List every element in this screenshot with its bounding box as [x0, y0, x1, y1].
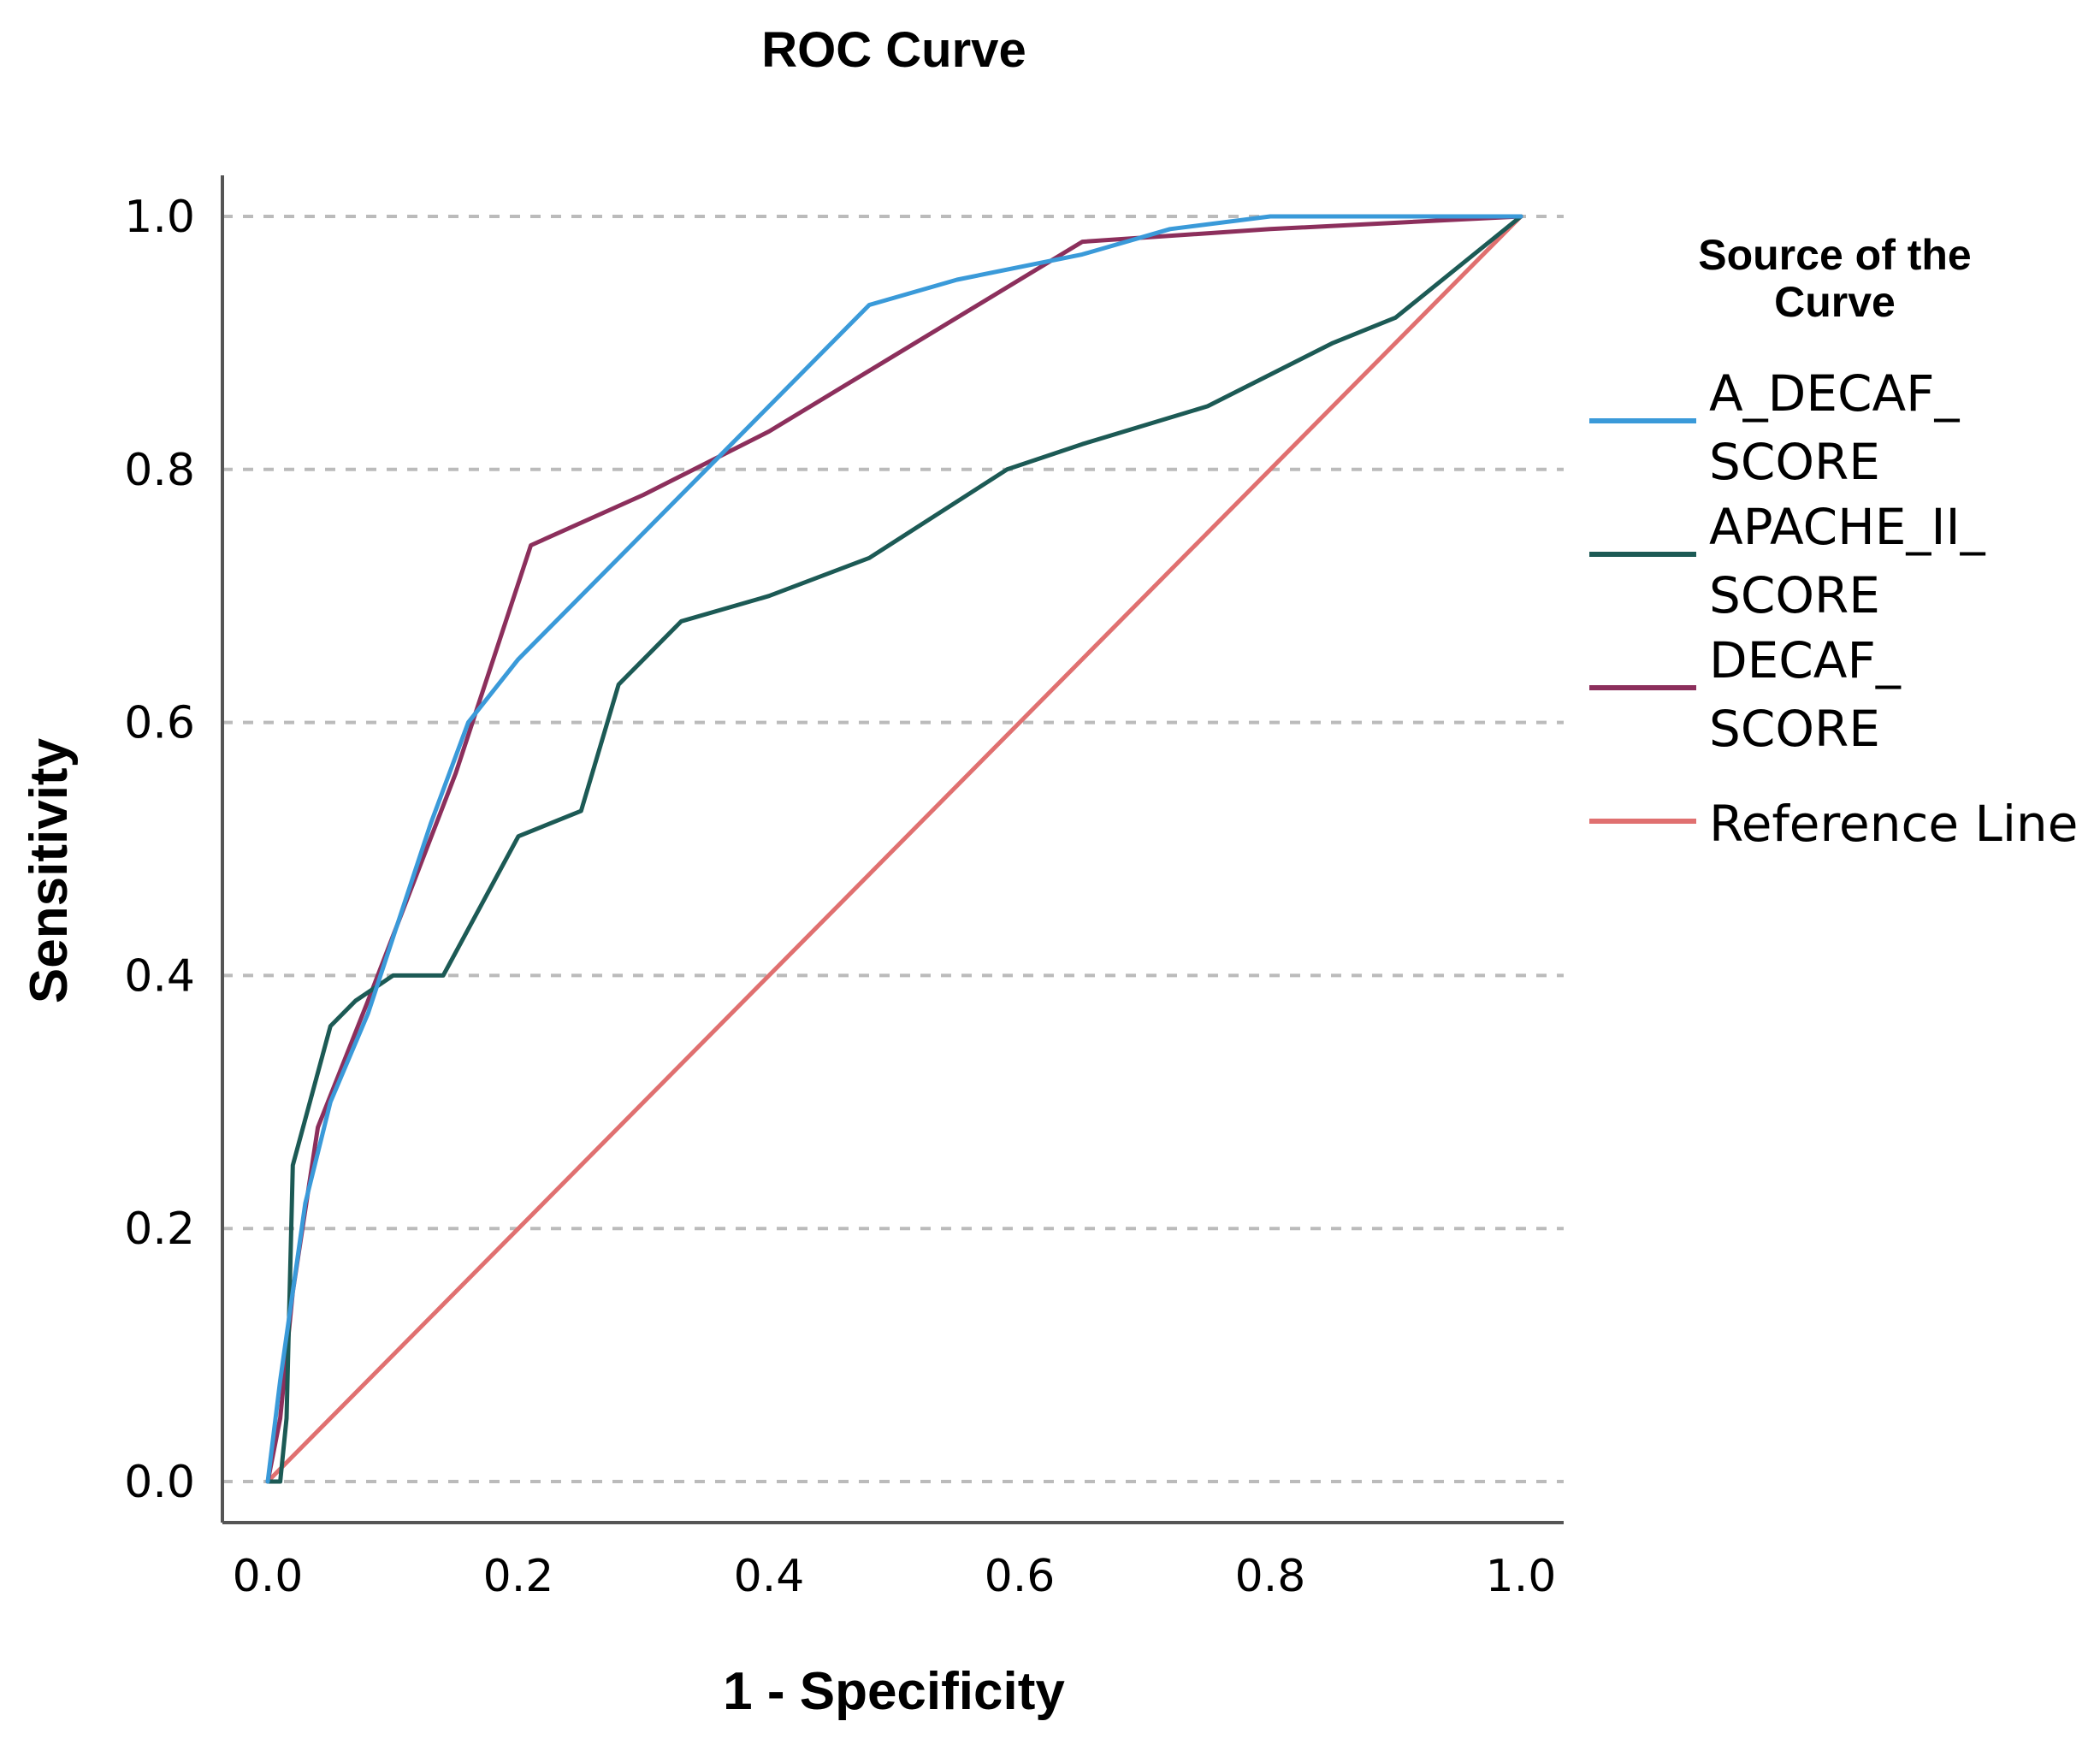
x-tick-label: 0.0 [233, 1551, 304, 1602]
y-tick-label: 0.4 [124, 950, 195, 1002]
y-axis-label: Sensitivity [20, 737, 79, 1003]
series-lines [265, 214, 1523, 1484]
y-tick-label: 1.0 [124, 192, 195, 243]
series-line [265, 214, 1523, 1484]
series-line [265, 214, 1523, 1484]
x-tick-label: 0.6 [985, 1551, 1056, 1602]
legend-label: A_DECAF_ [1709, 364, 1961, 423]
x-tick-label: 1.0 [1486, 1551, 1557, 1602]
x-tick-label: 0.2 [483, 1551, 554, 1602]
legend-label: SCORE [1709, 433, 1880, 491]
y-tick-label: 0.0 [124, 1457, 195, 1508]
x-axis-label: 1 - Specificity [723, 1662, 1065, 1721]
series-line [265, 214, 1523, 1484]
legend-label: SCORE [1709, 700, 1880, 758]
y-tick-label: 0.2 [124, 1204, 195, 1255]
y-tick-label: 0.8 [124, 445, 195, 496]
legend-label: APACHE_II_ [1709, 498, 1986, 556]
legend-label: SCORE [1709, 566, 1880, 624]
legend-title: Source of the [1698, 231, 1971, 279]
legend-label: DECAF_ [1709, 631, 1902, 689]
chart-title: ROC Curve [761, 22, 1026, 78]
tick-labels: 0.0 0.2 0.4 0.6 0.8 1.0 0.0 0.2 0.4 0.6 0.8 1.0 [124, 192, 1556, 1602]
x-tick-label: 0.4 [734, 1551, 805, 1602]
x-tick-label: 0.8 [1235, 1551, 1306, 1602]
y-tick-label: 0.6 [124, 698, 195, 749]
axes [221, 175, 1564, 1524]
legend-title: Curve [1774, 278, 1896, 326]
legend-label: Reference Line [1709, 795, 2078, 853]
